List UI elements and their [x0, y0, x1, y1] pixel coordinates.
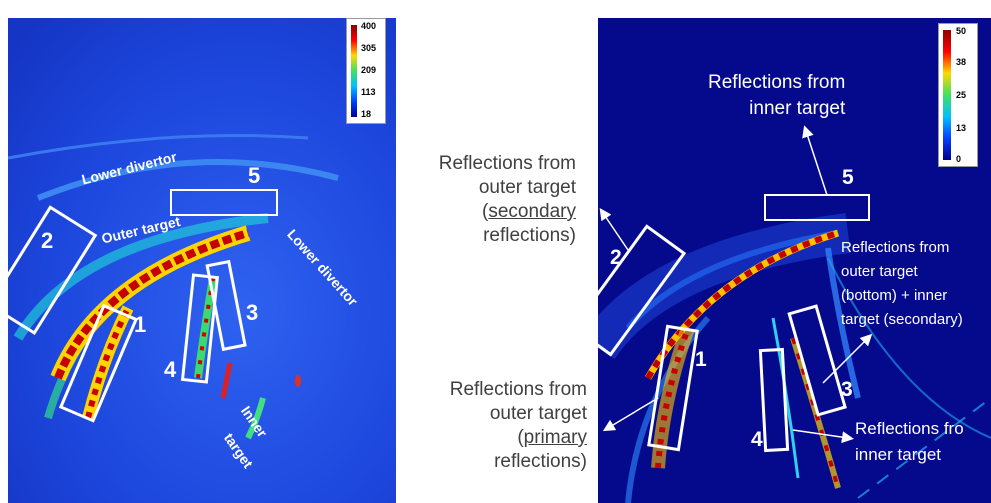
region-number-2: 2 [610, 246, 622, 269]
arrow-mixed [822, 333, 873, 384]
colorbar-tick: 50 [956, 26, 967, 36]
arrow-inner-top [802, 125, 828, 196]
region-number-3: 3 [841, 378, 853, 401]
note-line: Reflections fro [855, 419, 964, 438]
left-camera-frame [8, 18, 396, 503]
colorbar-tick: 13 [956, 123, 967, 133]
colorbar-tick: 18 [361, 109, 372, 119]
region-box-1 [58, 303, 139, 423]
region-number-2: 2 [41, 228, 54, 253]
region-box-5 [764, 194, 870, 221]
region-box-3 [205, 259, 247, 352]
faint-line [857, 397, 991, 499]
region-box-4 [758, 347, 790, 453]
region-box-2 [598, 224, 687, 357]
region-box-3 [787, 304, 847, 417]
left-colorbar: 400 305 209 113 18 [346, 18, 386, 124]
annotation-underlined: secondary [488, 201, 576, 222]
annotation-line: reflections) [483, 225, 576, 246]
region-number-3: 3 [246, 300, 259, 325]
note-mixed-reflections: Reflections from outer target (bottom) +… [841, 236, 963, 332]
band [625, 230, 839, 330]
note-line: outer target [841, 263, 918, 280]
colorbar-tick: 25 [956, 90, 967, 100]
note-line: Reflections from [841, 239, 950, 256]
annotation-line: outer target [478, 177, 576, 198]
arrow-primary [602, 397, 659, 432]
left-colorbar-gradient [351, 25, 357, 117]
note-line: inner target [749, 98, 846, 119]
cyan-band [13, 213, 269, 341]
region-box-4 [180, 273, 220, 384]
faint-arc [827, 257, 991, 439]
colorbar-tick: 305 [361, 43, 377, 53]
hot-spot-band [85, 306, 131, 419]
red-streak [791, 337, 840, 489]
colorbar-tick: 0 [956, 154, 962, 164]
region-box-5 [170, 189, 278, 216]
region-number-5: 5 [248, 163, 261, 188]
note-inner-target-top: Reflections from inner target [708, 70, 845, 122]
region-number-4: 4 [751, 428, 763, 451]
colorbar-tick: 38 [956, 57, 967, 67]
colorbar-tick: 209 [361, 65, 377, 75]
hot-dot [295, 375, 301, 387]
left-camera-image: 400 305 209 113 18 Lower divertor Outer … [8, 18, 396, 503]
arrow-secondary [599, 208, 629, 251]
region-number-1: 1 [695, 348, 707, 371]
region-number-1: 1 [134, 312, 147, 337]
annotation-line: reflections) [494, 451, 587, 472]
note-line: Reflections from [708, 72, 846, 93]
region-box-2 [8, 205, 98, 336]
hot-band [655, 326, 691, 469]
region-box-1 [647, 324, 699, 452]
region-number-5: 5 [842, 166, 854, 189]
vessel-arc [36, 159, 339, 201]
annotation-line: Reflections from [438, 153, 576, 174]
arrow-inner-bottom [792, 429, 854, 444]
strike-line-hot [54, 229, 250, 380]
green-streak [245, 397, 266, 440]
secondary-reflections-annotation: Reflections from outer target (secondary… [439, 152, 576, 248]
red-streak [196, 277, 215, 379]
right-colorbar: 50 38 25 13 0 [938, 23, 978, 167]
right-colorbar-gradient [943, 30, 951, 160]
annotation-line: outer target [489, 403, 587, 424]
annotation-line: Reflections from [449, 379, 587, 400]
cyan-streak [771, 317, 800, 479]
left-background [8, 18, 396, 503]
annotation-underlined: primary [523, 427, 587, 448]
note-line: target (secondary) [841, 311, 963, 328]
colorbar-tick: 113 [361, 87, 376, 97]
right-camera-image: 50 38 25 13 0 Reflections from inner tar… [598, 18, 991, 503]
note-line: inner target [855, 445, 941, 464]
colorbar-tick: 400 [361, 21, 377, 31]
primary-reflections-annotation: Reflections from outer target (primary r… [450, 378, 587, 474]
red-streak [220, 362, 233, 399]
annotation-line: (secondary [482, 201, 576, 222]
vessel-arc [8, 134, 309, 160]
region-number-4: 4 [164, 357, 177, 382]
note-inner-target-bottom: Reflections fro inner target [855, 416, 964, 468]
annotation-line: (primary [517, 427, 587, 448]
note-line: (bottom) + inner [841, 287, 948, 304]
right-camera-frame [598, 18, 991, 503]
